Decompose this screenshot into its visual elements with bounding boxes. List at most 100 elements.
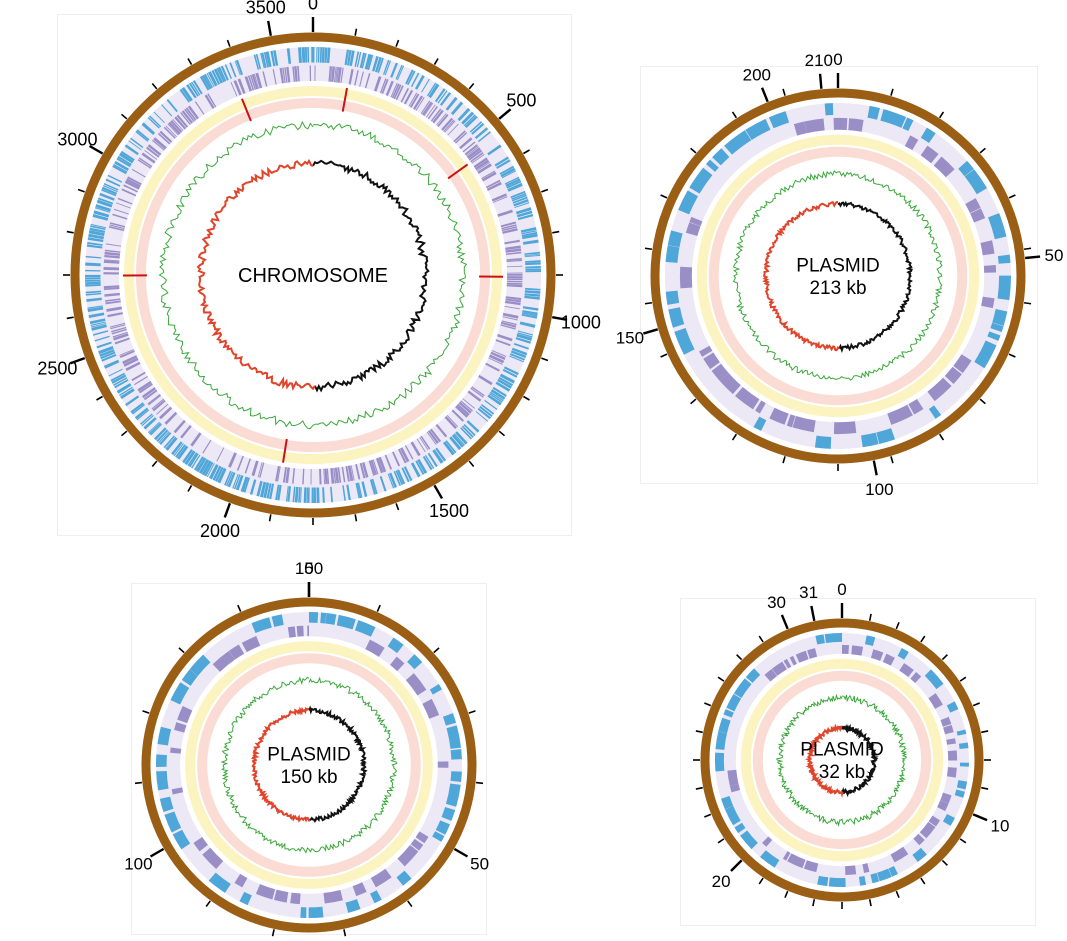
gene-feature bbox=[992, 309, 1008, 326]
gene-feature bbox=[118, 152, 134, 164]
gene-feature bbox=[164, 411, 178, 425]
gene-feature bbox=[928, 405, 942, 419]
gene-feature bbox=[745, 118, 771, 140]
position-label: 1500 bbox=[429, 501, 469, 521]
gene-feature bbox=[93, 210, 110, 218]
gene-feature bbox=[300, 487, 302, 503]
gene-feature bbox=[326, 47, 331, 64]
gene-feature bbox=[460, 427, 473, 440]
gene-feature bbox=[947, 750, 958, 761]
minor-tick bbox=[644, 247, 653, 251]
gene-feature bbox=[824, 103, 834, 116]
gene-feature bbox=[121, 188, 137, 197]
gene-feature bbox=[487, 394, 502, 406]
gene-feature bbox=[330, 468, 335, 484]
gene-feature bbox=[505, 248, 522, 253]
gene-feature bbox=[279, 67, 285, 84]
gene-feature bbox=[424, 454, 435, 469]
gene-feature bbox=[270, 50, 276, 67]
gene-feature bbox=[345, 466, 350, 482]
gene-feature bbox=[506, 284, 523, 288]
gene-feature bbox=[110, 372, 126, 382]
gene-feature bbox=[124, 144, 139, 156]
minor-tick bbox=[468, 460, 475, 468]
gene-feature bbox=[667, 230, 683, 248]
gene-feature bbox=[408, 92, 418, 107]
gene-feature bbox=[416, 438, 426, 453]
gene-feature bbox=[112, 165, 127, 175]
gene-feature bbox=[524, 254, 541, 258]
minor-tick bbox=[938, 111, 945, 119]
gene-feature bbox=[522, 306, 539, 311]
position-label: 150 bbox=[616, 329, 644, 348]
position-label: 2500 bbox=[37, 358, 77, 378]
gene-feature bbox=[393, 84, 402, 100]
gene-feature bbox=[445, 440, 457, 454]
gene-feature bbox=[120, 150, 135, 162]
gene-feature bbox=[504, 239, 520, 245]
gene-feature bbox=[477, 131, 491, 143]
gene-feature bbox=[98, 346, 114, 355]
gene-feature bbox=[397, 469, 406, 485]
gene-feature bbox=[457, 107, 471, 122]
gene-feature bbox=[273, 889, 289, 903]
gene-feature bbox=[157, 132, 171, 145]
gene-feature bbox=[755, 400, 766, 414]
gene-feature bbox=[302, 468, 305, 485]
gene-feature bbox=[103, 260, 120, 264]
gene-feature bbox=[516, 210, 533, 218]
gene-feature bbox=[191, 81, 201, 96]
gene-feature bbox=[782, 851, 791, 861]
gene-feature bbox=[375, 56, 382, 73]
gene-feature bbox=[114, 160, 129, 172]
gene-feature bbox=[176, 445, 189, 460]
gene-feature bbox=[141, 122, 156, 135]
gene-feature bbox=[112, 213, 128, 220]
gene-feature bbox=[441, 807, 456, 821]
gene-feature bbox=[764, 668, 778, 682]
gene-feature bbox=[292, 468, 296, 484]
gene-feature bbox=[417, 458, 428, 474]
gene-feature bbox=[191, 454, 201, 469]
gene-feature bbox=[170, 682, 190, 705]
gene-feature bbox=[410, 441, 421, 457]
gene-feature bbox=[521, 231, 538, 237]
gene-feature bbox=[491, 350, 507, 357]
gene-feature bbox=[141, 152, 156, 164]
gene-feature bbox=[104, 292, 120, 297]
gene-feature bbox=[958, 742, 969, 749]
gene-feature bbox=[488, 357, 503, 365]
minor-tick bbox=[782, 456, 786, 464]
major-tick bbox=[760, 87, 769, 103]
gene-feature bbox=[997, 275, 1011, 301]
gene-feature bbox=[125, 395, 140, 407]
gene-feature bbox=[330, 486, 334, 503]
gene-feature bbox=[506, 257, 522, 261]
gene-feature bbox=[858, 875, 867, 886]
map-title: CHROMOSOME bbox=[238, 265, 388, 287]
gene-feature bbox=[364, 53, 372, 70]
gc-skew-negative bbox=[196, 158, 316, 392]
gene-feature bbox=[679, 266, 693, 289]
gene-feature bbox=[358, 482, 363, 498]
gene-feature bbox=[817, 875, 829, 887]
gene-features bbox=[715, 633, 969, 887]
gene-feature bbox=[450, 771, 462, 783]
gene-feature bbox=[419, 436, 429, 451]
minor-tick bbox=[1008, 194, 1016, 199]
gene-feature bbox=[753, 416, 767, 431]
gene-feature bbox=[768, 111, 790, 129]
gene-feature bbox=[356, 482, 362, 499]
gene-feature bbox=[290, 892, 301, 905]
gene-feature bbox=[946, 767, 957, 778]
gc-content-line bbox=[732, 170, 943, 381]
gene-feature bbox=[500, 167, 516, 178]
gene-feature bbox=[130, 402, 145, 414]
gene-feature bbox=[103, 359, 120, 369]
position-label: 150 bbox=[295, 559, 323, 578]
gene-feature bbox=[85, 262, 101, 267]
gene-feature bbox=[524, 290, 541, 294]
gene-feature bbox=[795, 650, 809, 663]
gene-feature bbox=[112, 331, 128, 338]
gene-feature bbox=[184, 108, 195, 122]
